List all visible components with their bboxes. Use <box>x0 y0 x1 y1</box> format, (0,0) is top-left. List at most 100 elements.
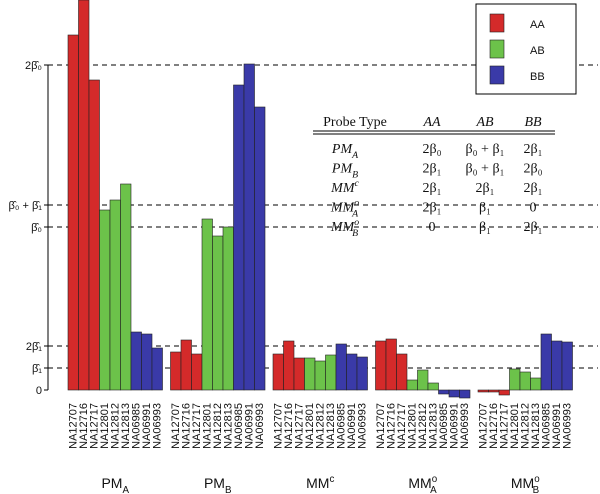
x-tick-label: NA12716 <box>385 403 397 449</box>
group-label: PMB <box>204 475 232 494</box>
x-tick-label: NA12813 <box>427 403 439 449</box>
x-tick-label: NA12801 <box>406 403 418 449</box>
x-tick-label: NA06985 <box>438 403 450 449</box>
group-label-base: MM <box>511 475 534 491</box>
x-tick-label: NA12812 <box>417 403 429 449</box>
group-label-base: PM <box>204 475 225 491</box>
table-cell: 0 <box>429 220 436 235</box>
x-tick-label: NA12717 <box>293 403 305 449</box>
legend-swatch <box>489 65 505 85</box>
table-cell: 2β₁ <box>523 142 542 157</box>
table-row-label-base: MM <box>330 201 356 216</box>
x-tick-label: NA06993 <box>356 403 368 449</box>
table-row-label-sub: A <box>351 209 359 220</box>
group-label-sub: B <box>533 485 540 494</box>
bar <box>109 199 121 391</box>
table-row-label-base: PM <box>331 162 354 177</box>
table-cell: β₁ <box>479 220 491 235</box>
x-tick-label: NA12813 <box>325 403 337 449</box>
x-tick-label: NA12812 <box>519 403 531 449</box>
bar <box>170 351 182 391</box>
bar <box>438 389 450 395</box>
bar <box>346 353 358 391</box>
x-tick-label: NA12813 <box>120 403 132 449</box>
x-tick-label: NA12813 <box>222 403 234 449</box>
table-cell: 2β₁ <box>422 201 441 216</box>
bar <box>283 340 295 391</box>
x-tick-label: NA12801 <box>509 403 521 449</box>
bar <box>254 106 266 391</box>
group-label-sub: A <box>430 485 437 494</box>
x-tick-label: NA12707 <box>375 403 387 449</box>
table-header: AA <box>422 115 441 130</box>
table-cell: 2β₀ <box>523 162 542 177</box>
bar <box>498 389 510 396</box>
table-row-label-sub: A <box>351 150 359 161</box>
table-cell: 2β₁ <box>422 181 441 196</box>
bar <box>191 353 203 391</box>
group-label-sub: A <box>122 485 129 494</box>
group-label-base: MM <box>408 475 431 491</box>
bar <box>304 357 316 391</box>
group-label-base: MM <box>306 475 329 491</box>
x-tick-label: NA12812 <box>314 403 326 449</box>
x-tick-label: NA06991 <box>243 403 255 449</box>
table-row-label-sup: c <box>354 178 359 189</box>
bar <box>120 183 132 391</box>
bar <box>427 382 439 391</box>
table-cell: 0 <box>530 201 537 216</box>
bar <box>335 343 347 391</box>
x-tick-label: NA12717 <box>498 403 510 449</box>
x-tick-label: NA12707 <box>170 403 182 449</box>
table-row-label: MMo B <box>330 217 359 239</box>
bar <box>222 226 234 391</box>
x-tick-label: NA06993 <box>254 403 266 449</box>
y-tick-label: 0 <box>36 385 42 397</box>
bar <box>78 0 90 391</box>
group-label-sub: B <box>225 485 232 494</box>
y-tick-label: 2β̂₀ <box>25 60 42 72</box>
bar <box>293 357 305 391</box>
bar <box>272 353 284 391</box>
legend-swatch <box>489 13 505 33</box>
group-label-sup: o <box>432 474 438 485</box>
x-tick-label: NA12801 <box>304 403 316 449</box>
x-tick-label: NA06993 <box>151 403 163 449</box>
table-header: Probe Type <box>323 115 387 130</box>
bar <box>417 369 429 391</box>
bar <box>141 333 153 391</box>
x-tick-label: NA06991 <box>448 403 460 449</box>
group-label-sup: o <box>534 474 540 485</box>
table-header: BB <box>524 115 542 130</box>
legend-label: AB <box>530 45 545 57</box>
table-cell: 2β₀ <box>422 142 441 157</box>
bar <box>201 218 213 391</box>
bar <box>88 79 100 391</box>
table-row-label-sub: B <box>352 170 358 181</box>
table-row-label-sub: B <box>352 228 358 239</box>
x-tick-label: NA12801 <box>99 403 111 449</box>
bar <box>561 341 573 391</box>
table-row-label: MMc <box>330 178 359 196</box>
x-tick-label: NA12717 <box>396 403 408 449</box>
bar <box>99 209 111 391</box>
group-label: MMc <box>306 474 334 491</box>
x-tick-label: NA12707 <box>67 403 79 449</box>
y-tick-label: β̂₀ <box>31 222 42 234</box>
x-tick-label: NA12707 <box>272 403 284 449</box>
bar <box>212 235 224 391</box>
bar <box>180 339 192 391</box>
legend-swatch <box>489 39 505 59</box>
group-label: MMo A <box>408 474 437 494</box>
bar <box>396 353 408 391</box>
y-tick-label: 2β̂₁ <box>26 341 42 353</box>
x-tick-label: NA06993 <box>561 403 573 449</box>
table-cell: β₀ + β₁ <box>466 142 505 157</box>
x-tick-label: NA12716 <box>78 403 90 449</box>
x-tick-label: NA12716 <box>180 403 192 449</box>
x-tick-label: NA06985 <box>130 403 142 449</box>
y-tick-label: β̂₀ + β̂₁ <box>9 200 43 212</box>
x-tick-label: NA12813 <box>530 403 542 449</box>
bar <box>406 379 418 391</box>
